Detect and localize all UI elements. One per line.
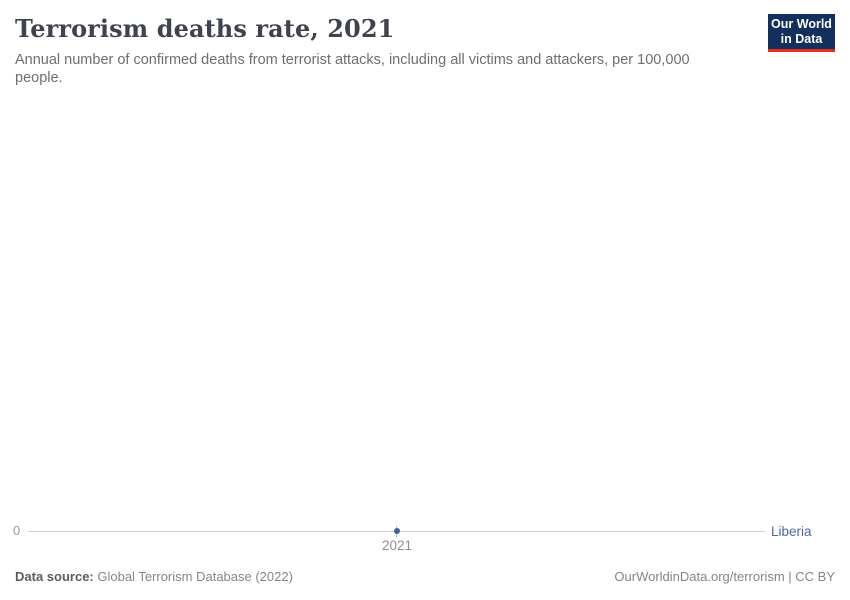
y-axis-zero-label: 0 [13, 523, 21, 538]
chart-subtitle: Annual number of confirmed deaths from t… [15, 52, 690, 86]
x-axis-tick-2021: 2021 [381, 538, 413, 553]
page-title: Terrorism deaths rate, 2021 [15, 14, 395, 43]
owid-logo-line2: in Data [780, 31, 823, 46]
series-label-liberia[interactable]: Liberia [771, 524, 812, 539]
credit-link[interactable]: OurWorldinData.org/terrorism | CC BY [614, 569, 835, 584]
data-point-liberia-2021[interactable] [394, 528, 400, 534]
owid-logo-line1: Our World [771, 16, 832, 31]
data-source-label: Data source: [15, 569, 94, 584]
owid-logo[interactable]: Our World in Data [768, 14, 835, 52]
data-source-value: Global Terrorism Database (2022) [93, 569, 293, 584]
data-source-note: Data source: Global Terrorism Database (… [15, 569, 293, 584]
